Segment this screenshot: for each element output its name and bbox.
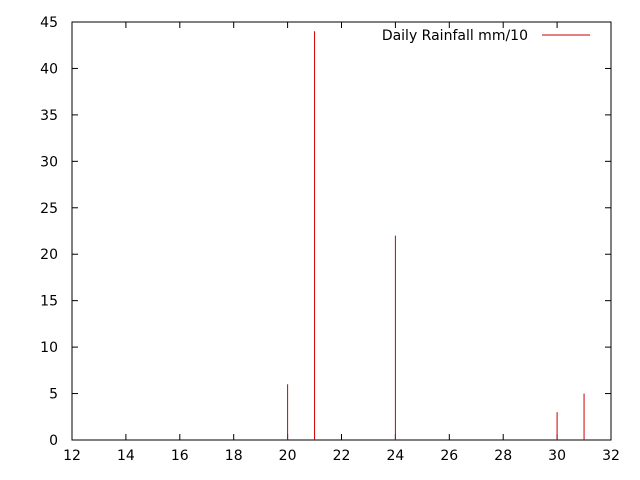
legend: Daily Rainfall mm/10 [382, 28, 590, 44]
x-tick-label: 28 [494, 448, 512, 464]
y-tick-label: 15 [40, 294, 58, 310]
x-tick-label: 12 [63, 448, 81, 464]
y-tick-label: 0 [49, 433, 58, 449]
rainfall-impulses [287, 31, 585, 440]
x-tick-label: 26 [440, 448, 458, 464]
y-tick-label: 25 [40, 201, 58, 217]
x-tick-label: 24 [386, 448, 404, 464]
x-tick-label: 20 [279, 448, 297, 464]
y-tick-label: 45 [40, 15, 58, 31]
axis-ticks [71, 21, 612, 441]
y-tick-label: 10 [40, 340, 58, 356]
x-tick-labels: 12 14 16 18 20 22 24 26 28 30 32 [63, 448, 620, 464]
x-tick-label: 32 [602, 448, 620, 464]
y-tick-label: 5 [49, 387, 58, 403]
y-tick-label: 40 [40, 61, 58, 77]
x-tick-label: 16 [171, 448, 189, 464]
y-tick-label: 35 [40, 108, 58, 124]
y-tick-label: 30 [40, 154, 58, 170]
legend-label: Daily Rainfall mm/10 [382, 28, 528, 44]
y-tick-labels: 0 5 10 15 20 25 30 35 40 45 [40, 15, 58, 449]
x-tick-label: 22 [333, 448, 351, 464]
x-tick-label: 18 [225, 448, 243, 464]
y-tick-label: 20 [40, 247, 58, 263]
x-tick-label: 30 [548, 448, 566, 464]
plot-frame [71, 21, 612, 441]
x-tick-label: 14 [117, 448, 135, 464]
